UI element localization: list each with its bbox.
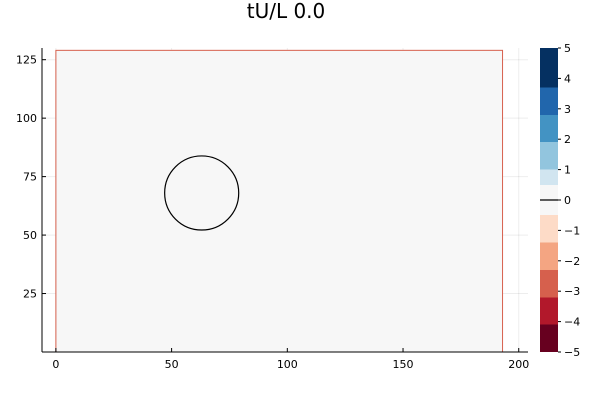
colorbar-tick-label: −3 <box>564 285 580 298</box>
colorbar: −5 −4 −3 −2 −1 0 1 2 3 4 5 <box>540 42 580 359</box>
y-tick-label: 100 <box>16 112 37 125</box>
y-axis-ticks: 25 50 75 100 125 <box>16 54 46 301</box>
colorbar-band <box>540 142 558 170</box>
colorbar-tick-label: −2 <box>564 255 580 268</box>
x-tick-label: 100 <box>277 358 298 371</box>
colorbar-band <box>540 48 558 88</box>
colorbar-band <box>540 87 558 115</box>
y-tick-label: 125 <box>16 54 37 67</box>
colorbar-band <box>540 242 558 270</box>
colorbar-band <box>540 324 558 352</box>
colorbar-band <box>540 269 558 298</box>
colorbar-tick-label: −5 <box>564 346 580 359</box>
x-tick-label: 150 <box>393 358 414 371</box>
colorbar-tick-label: 5 <box>564 42 571 55</box>
colorbar-tick-label: 1 <box>564 164 571 177</box>
colorbar-tick-label: 2 <box>564 133 571 146</box>
y-tick-label: 75 <box>23 171 37 184</box>
y-tick-label: 25 <box>23 288 37 301</box>
colorbar-band <box>540 114 558 143</box>
field-region <box>55 49 504 353</box>
colorbar-tick-label: 0 <box>564 194 571 207</box>
colorbar-band <box>540 215 558 243</box>
y-tick-label: 50 <box>23 229 37 242</box>
colorbar-tick-label: 4 <box>564 72 571 85</box>
x-tick-label: 200 <box>508 358 529 371</box>
colorbar-band <box>540 169 558 185</box>
colorbar-band <box>540 297 558 325</box>
x-tick-label: 50 <box>165 358 179 371</box>
x-tick-label: 0 <box>52 358 59 371</box>
colorbar-tick-label: −1 <box>564 224 580 237</box>
colorbar-tick-label: 3 <box>564 103 571 116</box>
plot-axes <box>41 48 528 353</box>
circle-body <box>164 155 240 231</box>
x-axis-ticks: 0 50 100 150 200 <box>52 348 529 371</box>
colorbar-tick-label: −4 <box>564 316 580 329</box>
chart-title: tU/L 0.0 <box>247 0 326 23</box>
